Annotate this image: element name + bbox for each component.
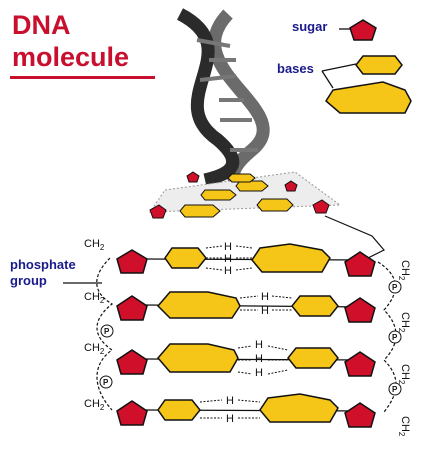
phosphate-left-1: P [100, 324, 114, 338]
fan-base [200, 189, 237, 201]
fan-sugar-left [149, 204, 167, 219]
rung-1: H H H [116, 241, 376, 277]
base-small [157, 399, 201, 421]
legend-sugar-pentagon [349, 19, 377, 41]
sugar-pentagon [344, 297, 376, 323]
ch2-left-2: CH2 [84, 291, 105, 305]
legend-sugar-label: sugar [292, 19, 328, 34]
fan-base [235, 180, 269, 192]
base-small [287, 347, 339, 369]
sugar-pentagon [344, 402, 376, 428]
base-large [157, 343, 239, 373]
sugar-pentagon [116, 400, 148, 426]
fan-base [179, 204, 221, 218]
base-large [251, 243, 331, 273]
helix-rung [199, 74, 237, 82]
hydrogen-h: H [224, 253, 232, 265]
fan-base [227, 173, 256, 183]
sugar-pentagon [116, 249, 148, 274]
hydrogen-h: H [226, 413, 234, 425]
ch2-right-3: CH2 [397, 364, 411, 385]
fan-sugar [284, 180, 298, 192]
phosphate-right-3: P [388, 382, 402, 396]
base-small [164, 247, 207, 269]
base-large [156, 291, 241, 319]
helix-strand-front [176, 8, 239, 187]
phosphate-right-1: P [388, 280, 402, 294]
ch2-left-3: CH2 [84, 342, 105, 356]
rung-4: H H [116, 393, 376, 428]
ch2-right-4: CH2 [397, 416, 411, 437]
hydrogen-h: H [255, 367, 263, 379]
phosphate-text: P [104, 327, 110, 336]
hydrogen-h: H [255, 353, 263, 365]
rung-3: H H H [116, 339, 376, 379]
connector-line [324, 215, 385, 259]
left-backbone [96, 257, 114, 411]
base-small [291, 295, 339, 317]
phosphate-left-2: P [99, 375, 113, 389]
hydrogen-h: H [261, 305, 269, 317]
sugar-pentagon [116, 349, 148, 375]
ch2-right-2: CH2 [397, 312, 411, 333]
phosphate-right-2: P [388, 330, 402, 344]
legend-base-large [325, 81, 412, 114]
legend-base-small [355, 55, 403, 75]
phosphate-text: P [392, 333, 398, 342]
title-underline [10, 76, 155, 79]
ch2-left-1: CH2 [84, 238, 105, 252]
phosphate-text: P [392, 283, 398, 292]
rung-2: H H [116, 291, 376, 323]
fan-base [256, 198, 294, 212]
hydrogen-h: H [224, 241, 232, 253]
phosphate-text: P [103, 378, 109, 387]
legend-bases-label: bases [277, 61, 314, 76]
base-large [259, 393, 339, 423]
title-line-1: DNA [12, 10, 71, 40]
helix-rung [196, 38, 231, 48]
fan-sugar-right [312, 199, 330, 214]
legend-bases-line-2 [321, 70, 334, 89]
phosphate-label: phosphate [10, 257, 76, 272]
sugar-pentagon [344, 351, 376, 377]
fan-sugar [186, 171, 200, 183]
hydrogen-h: H [224, 265, 232, 277]
sugar-pentagon [116, 295, 148, 321]
title-line-2: molecule [12, 42, 130, 72]
ch2-right-1: CH2 [397, 260, 411, 281]
ch2-left-4: CH2 [84, 398, 105, 412]
sugar-pentagon [344, 251, 376, 277]
hydrogen-h: H [255, 339, 263, 351]
hydrogen-h: H [261, 291, 269, 303]
hydrogen-h: H [226, 395, 234, 407]
legend-bases-line [321, 63, 357, 72]
phosphate-text: P [392, 385, 398, 394]
group-label: group [10, 273, 47, 288]
